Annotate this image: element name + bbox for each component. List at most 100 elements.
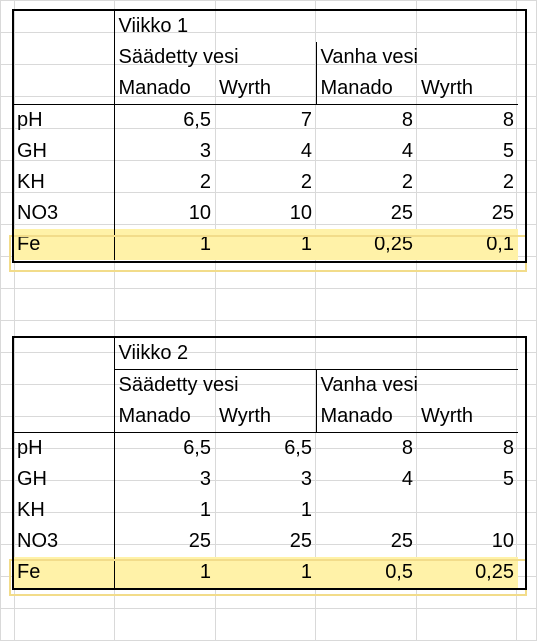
value-cell[interactable]: 25 [289, 530, 312, 552]
grid-cell[interactable] [315, 480, 417, 513]
grid-cell[interactable] [315, 160, 417, 193]
value-cell[interactable]: 1 [113, 229, 215, 260]
grid-cell[interactable] [516, 608, 537, 641]
value-cell[interactable]: 8 [502, 437, 514, 459]
grid-cell[interactable] [415, 192, 518, 225]
grid-cell[interactable] [315, 608, 417, 641]
value-cell[interactable]: 10 [289, 202, 312, 224]
value-cell[interactable]: 3 [113, 464, 215, 495]
row-label[interactable]: KH [17, 499, 45, 521]
grid-cell[interactable] [0, 288, 15, 321]
value-cell[interactable]: 2 [401, 171, 413, 193]
value-cell[interactable]: 3 [113, 136, 215, 167]
grid-cell[interactable] [214, 480, 317, 513]
grid-cell[interactable] [214, 288, 317, 321]
value-cell[interactable]: 3 [300, 468, 312, 490]
row-label[interactable]: pH [17, 109, 43, 131]
grid-cell[interactable] [516, 32, 537, 65]
grid-cell[interactable] [516, 416, 537, 449]
cell[interactable] [13, 73, 114, 105]
value-cell[interactable]: 6,5 [284, 437, 312, 459]
grid-cell[interactable] [214, 192, 317, 225]
row-label[interactable]: GH [17, 140, 47, 162]
sub-header[interactable]: Wyrth [215, 401, 316, 433]
value-cell[interactable]: 10 [491, 530, 514, 552]
value-cell[interactable] [417, 495, 518, 526]
value-cell[interactable]: 1 [113, 495, 215, 526]
value-cell[interactable]: 25 [113, 526, 215, 557]
grid-cell[interactable] [315, 288, 417, 321]
grid-cell[interactable] [516, 256, 537, 289]
grid-cell[interactable] [315, 512, 417, 545]
value-cell[interactable]: 4 [300, 140, 312, 162]
row-label[interactable]: KH [17, 171, 45, 193]
row-label[interactable]: pH [17, 437, 43, 459]
value-cell[interactable]: 2 [113, 167, 215, 198]
group-header[interactable]: Säädetty vesi [113, 42, 316, 73]
grid-cell[interactable] [516, 384, 537, 417]
value-cell[interactable]: 1 [113, 557, 215, 588]
value-cell[interactable]: 0,25 [316, 229, 417, 260]
value-cell[interactable]: 25 [390, 202, 413, 224]
grid-cell[interactable] [415, 480, 518, 513]
grid-cell[interactable] [13, 480, 116, 513]
grid-cell[interactable] [315, 256, 417, 289]
grid-cell[interactable] [13, 256, 116, 289]
grid-cell[interactable] [0, 256, 15, 289]
grid-cell[interactable] [516, 288, 537, 321]
grid-cell[interactable] [415, 512, 518, 545]
grid-cell[interactable] [516, 448, 537, 481]
value-cell[interactable]: 2 [502, 171, 514, 193]
grid-cell[interactable] [516, 64, 537, 97]
grid-cell[interactable] [13, 608, 116, 641]
grid-cell[interactable] [516, 352, 537, 385]
table-title[interactable]: Viikko 1 [113, 10, 518, 42]
grid-cell[interactable] [516, 160, 537, 193]
grid-cell[interactable] [114, 256, 216, 289]
grid-cell[interactable] [516, 0, 537, 33]
value-cell[interactable]: 8 [401, 437, 413, 459]
grid-cell[interactable] [214, 608, 317, 641]
value-cell[interactable]: 4 [401, 468, 413, 490]
grid-cell[interactable] [114, 608, 216, 641]
value-cell[interactable]: 1 [215, 557, 316, 588]
grid-cell[interactable] [516, 128, 537, 161]
grid-cell[interactable] [415, 256, 518, 289]
row-label[interactable]: Fe [13, 229, 114, 260]
value-cell[interactable]: 0,1 [417, 229, 518, 260]
value-cell[interactable]: 6,5 [113, 104, 215, 136]
value-cell[interactable]: 7 [300, 109, 312, 131]
grid-cell[interactable] [315, 128, 417, 161]
value-cell[interactable]: 1 [215, 229, 316, 260]
grid-cell[interactable] [214, 448, 317, 481]
grid-cell[interactable] [516, 224, 537, 257]
grid-cell[interactable] [315, 192, 417, 225]
value-cell[interactable]: 0,5 [316, 557, 417, 588]
sub-header[interactable]: Manado [113, 401, 215, 433]
grid-cell[interactable] [0, 608, 15, 641]
row-label[interactable]: Fe [13, 557, 114, 588]
sub-header[interactable]: Manado [315, 401, 417, 433]
value-cell[interactable]: 5 [502, 140, 514, 162]
row-label[interactable]: NO3 [17, 202, 59, 224]
grid-cell[interactable] [13, 32, 116, 65]
value-cell[interactable] [316, 495, 417, 526]
value-cell[interactable]: 2 [300, 171, 312, 193]
grid-cell[interactable] [214, 256, 317, 289]
sub-header[interactable]: Wyrth [417, 401, 518, 433]
cell[interactable] [13, 370, 114, 402]
sub-header[interactable]: Manado [315, 73, 417, 105]
grid-cell[interactable] [516, 192, 537, 225]
grid-cell[interactable] [415, 160, 518, 193]
value-cell[interactable]: 25 [390, 530, 413, 552]
grid-cell[interactable] [516, 480, 537, 513]
value-cell[interactable]: 5 [502, 468, 514, 490]
cell[interactable] [13, 401, 114, 433]
value-cell[interactable]: 6,5 [113, 432, 215, 464]
grid-cell[interactable] [415, 608, 518, 641]
cell[interactable] [13, 42, 114, 73]
grid-cell[interactable] [13, 0, 116, 33]
cell[interactable] [13, 11, 114, 43]
grid-cell[interactable] [214, 160, 317, 193]
value-cell[interactable]: 8 [401, 109, 413, 131]
